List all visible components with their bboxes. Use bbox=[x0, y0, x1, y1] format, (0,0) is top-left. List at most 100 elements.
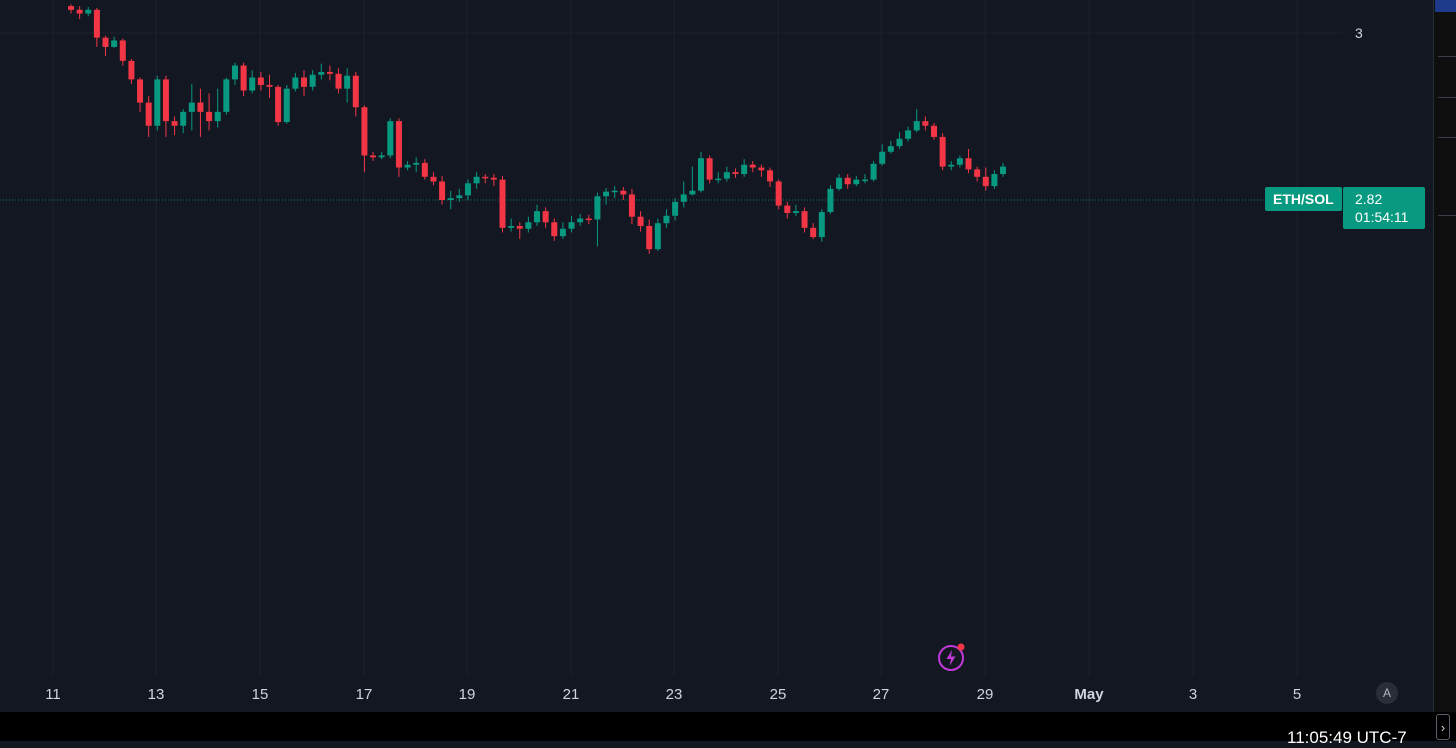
candle bbox=[879, 144, 886, 166]
bar-countdown: 01:54:11 bbox=[1355, 209, 1409, 225]
candle-body bbox=[301, 77, 308, 87]
candle bbox=[119, 38, 126, 66]
time-tick-label: 3 bbox=[1189, 686, 1197, 703]
candle bbox=[482, 174, 489, 184]
price-chart[interactable]: 11 13 15 17 19 21 23 25 27 29 May 3 5 3 bbox=[0, 0, 1433, 712]
price-axis: 3 bbox=[1355, 25, 1363, 41]
candle-body bbox=[439, 181, 446, 200]
candle bbox=[758, 164, 765, 177]
candle-body bbox=[861, 179, 868, 182]
auto-scale-button[interactable]: A bbox=[1376, 682, 1398, 704]
candle-body bbox=[870, 163, 877, 180]
candle-body bbox=[249, 77, 256, 91]
price-tick-label: 3 bbox=[1355, 25, 1363, 41]
candle-body bbox=[275, 86, 282, 123]
candle bbox=[810, 223, 817, 239]
last-price-label: 2.82 01:54:11 bbox=[1343, 187, 1425, 229]
candle-body bbox=[197, 102, 204, 112]
candle-body bbox=[991, 174, 998, 187]
candle bbox=[421, 159, 428, 180]
candle-body bbox=[922, 121, 929, 126]
status-bar: 11:05:49 UTC-7 › bbox=[0, 712, 1456, 747]
candle bbox=[801, 207, 808, 233]
candle-body bbox=[387, 121, 394, 156]
candle-body bbox=[551, 222, 558, 237]
candle-body bbox=[361, 107, 368, 156]
candle bbox=[430, 172, 437, 186]
candle-body bbox=[145, 102, 152, 126]
candle-body bbox=[68, 6, 74, 10]
candle-body bbox=[119, 40, 126, 61]
time-tick-label: 27 bbox=[873, 686, 890, 703]
candle bbox=[620, 187, 627, 200]
candle bbox=[663, 209, 670, 228]
candle bbox=[301, 70, 308, 97]
candle-body bbox=[335, 73, 342, 89]
candle-body bbox=[378, 155, 385, 158]
candle-body bbox=[741, 164, 748, 175]
candle bbox=[102, 35, 109, 57]
candle-body bbox=[76, 9, 83, 14]
candle-body bbox=[111, 40, 118, 47]
candle bbox=[870, 161, 877, 182]
candle bbox=[974, 166, 981, 182]
candle-body bbox=[836, 177, 843, 189]
candle bbox=[905, 126, 912, 142]
candle-body bbox=[447, 198, 454, 200]
candle bbox=[568, 215, 575, 233]
candle-body bbox=[577, 218, 584, 223]
time-tick-label: 5 bbox=[1293, 686, 1301, 703]
candle-body bbox=[309, 74, 316, 87]
candle bbox=[1000, 162, 1007, 177]
candle-body bbox=[231, 65, 238, 80]
candle-body bbox=[180, 111, 187, 126]
toolbar-divider bbox=[1438, 215, 1456, 216]
candle-body bbox=[913, 121, 920, 131]
candle bbox=[499, 175, 506, 233]
candle bbox=[723, 166, 730, 182]
candle-body bbox=[499, 179, 506, 228]
candle bbox=[387, 118, 394, 159]
candle bbox=[275, 84, 282, 126]
candle bbox=[188, 84, 195, 131]
candle-body bbox=[154, 79, 161, 126]
candle-body bbox=[240, 65, 247, 91]
candles bbox=[68, 4, 1007, 254]
candle bbox=[93, 7, 100, 47]
candle-body bbox=[844, 177, 851, 185]
candle bbox=[628, 188, 635, 225]
candle bbox=[85, 7, 92, 17]
candle bbox=[654, 218, 661, 252]
candle bbox=[447, 190, 454, 210]
candle-body bbox=[758, 167, 765, 171]
candle-body bbox=[818, 212, 825, 238]
lightning-icon[interactable] bbox=[937, 642, 967, 672]
symbol-label: ETH/SOL bbox=[1265, 187, 1342, 211]
right-toolbar bbox=[1433, 0, 1456, 712]
collapse-panel-button[interactable]: › bbox=[1436, 714, 1450, 740]
candle bbox=[577, 213, 584, 226]
candle-body bbox=[784, 205, 791, 213]
candle-body bbox=[628, 194, 635, 217]
candle bbox=[162, 75, 169, 137]
candle bbox=[585, 214, 592, 225]
candle-body bbox=[697, 158, 704, 191]
candle-body bbox=[370, 155, 377, 158]
candle bbox=[344, 68, 351, 103]
candle-body bbox=[534, 211, 541, 223]
candle bbox=[292, 72, 299, 92]
candle bbox=[732, 168, 739, 178]
toolbar-divider bbox=[1438, 137, 1456, 138]
candle-body bbox=[128, 60, 135, 80]
time-tick-label: 11 bbox=[45, 686, 61, 703]
candle bbox=[473, 172, 480, 189]
candle bbox=[180, 109, 187, 134]
candle bbox=[154, 75, 161, 131]
candle bbox=[767, 167, 774, 188]
candle bbox=[456, 188, 463, 202]
candle-body bbox=[810, 227, 817, 238]
candle-body bbox=[827, 188, 834, 213]
candle bbox=[551, 218, 558, 241]
candle bbox=[534, 204, 541, 226]
candle-body bbox=[326, 71, 333, 74]
